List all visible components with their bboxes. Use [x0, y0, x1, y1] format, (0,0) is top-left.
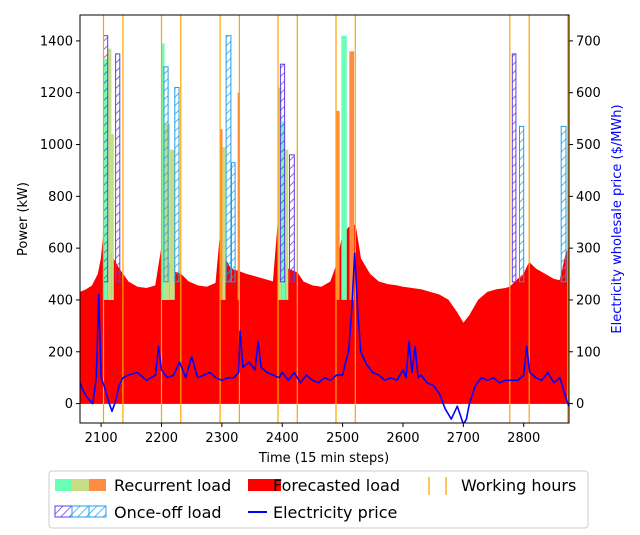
- left-y-tick-label: 0: [65, 397, 73, 412]
- recurrent-load-block: [341, 35, 347, 300]
- right-y-tick-label: 300: [576, 242, 601, 257]
- recurrent-load-block: [336, 110, 340, 300]
- x-axis-label: Time (15 min steps): [258, 451, 389, 466]
- plot-area: [80, 15, 569, 423]
- x-tick-label: 2300: [205, 431, 238, 446]
- recurrent-load-block: [161, 43, 165, 300]
- legend-working-swatch: [428, 477, 447, 495]
- onceoff-load-block: [279, 63, 286, 283]
- left-y-tick-label: 1200: [40, 86, 73, 101]
- left-y-tick-label: 600: [48, 242, 73, 257]
- left-y-tick-label: 1400: [40, 34, 73, 49]
- onceoff-load-block: [225, 35, 232, 283]
- right-y-tick-label: 500: [576, 138, 601, 153]
- legend-box: [48, 470, 589, 529]
- onceoff-load-block: [511, 53, 517, 283]
- legend-forecast-swatch: [248, 479, 281, 491]
- legend-onceoff-label: Once-off load: [114, 503, 222, 522]
- left-y-tick-label: 200: [48, 345, 73, 360]
- onceoff-load-block: [560, 125, 567, 283]
- right-y-tick-label: 0: [576, 397, 584, 412]
- recurrent-load-block: [107, 48, 112, 301]
- x-tick-label: 2100: [85, 431, 118, 446]
- left-y-tick-label: 800: [48, 190, 73, 205]
- onceoff-load-block: [163, 66, 169, 283]
- onceoff-load-block: [174, 87, 180, 283]
- onceoff-load-block: [115, 53, 121, 283]
- legend-onceoff-swatch: [54, 505, 107, 518]
- recurrent-load-block: [111, 134, 114, 300]
- left-y-tick-label: 1000: [40, 138, 73, 153]
- legend-working-label: Working hours: [461, 476, 576, 495]
- forecasted-load-path: [80, 222, 569, 404]
- onceoff-load-layer: [103, 35, 567, 283]
- x-tick-label: 2400: [266, 431, 299, 446]
- x-axis-ticks: 2100 2200 2300 2400 2500 2600 2700 2800: [85, 423, 540, 446]
- legend-recurrent-swatch: [55, 479, 106, 491]
- right-y-axis-ticks: 0 100 200 300 400 500 600 700: [569, 34, 601, 412]
- x-tick-label: 2500: [326, 431, 359, 446]
- legend-recurrent-label: Recurrent load: [114, 476, 231, 495]
- recurrent-load-block: [222, 147, 226, 300]
- onceoff-load-block: [289, 154, 295, 283]
- legend-forecast-label: Forecasted load: [273, 476, 400, 495]
- left-y-axis-label: Power (kW): [16, 182, 31, 256]
- electricity-price-line: [80, 252, 569, 423]
- recurrent-load-block: [278, 87, 282, 300]
- recurrent-load-block: [170, 149, 175, 300]
- legend-price-label: Electricity price: [273, 503, 397, 522]
- x-tick-label: 2700: [447, 431, 480, 446]
- onceoff-load-block: [103, 35, 109, 283]
- forecasted-load-area: [80, 222, 569, 404]
- right-y-tick-label: 100: [576, 345, 601, 360]
- right-y-tick-label: 700: [576, 34, 601, 49]
- recurrent-load-block: [349, 51, 355, 300]
- left-y-axis-ticks: 0 200 400 600 800 1000 1200 1400: [40, 34, 80, 412]
- recurrent-load-block: [285, 149, 289, 300]
- plot-frame: [79, 14, 570, 424]
- x-tick-label: 2800: [507, 431, 540, 446]
- recurrent-load-block: [219, 129, 223, 300]
- right-y-tick-label: 400: [576, 190, 601, 205]
- onceoff-load-block: [231, 162, 236, 283]
- legend: Recurrent load Forecasted load Working h…: [48, 470, 589, 529]
- electricity-price-polyline: [80, 252, 569, 423]
- right-y-tick-label: 200: [576, 293, 601, 308]
- right-y-tick-label: 600: [576, 86, 601, 101]
- working-hours-layer: [102, 15, 569, 423]
- left-y-tick-label: 400: [48, 293, 73, 308]
- x-tick-label: 2200: [145, 431, 178, 446]
- right-y-axis-label: Electricity wholesale price ($/MWh): [610, 104, 625, 333]
- onceoff-load-block: [519, 125, 525, 283]
- x-tick-label: 2600: [386, 431, 419, 446]
